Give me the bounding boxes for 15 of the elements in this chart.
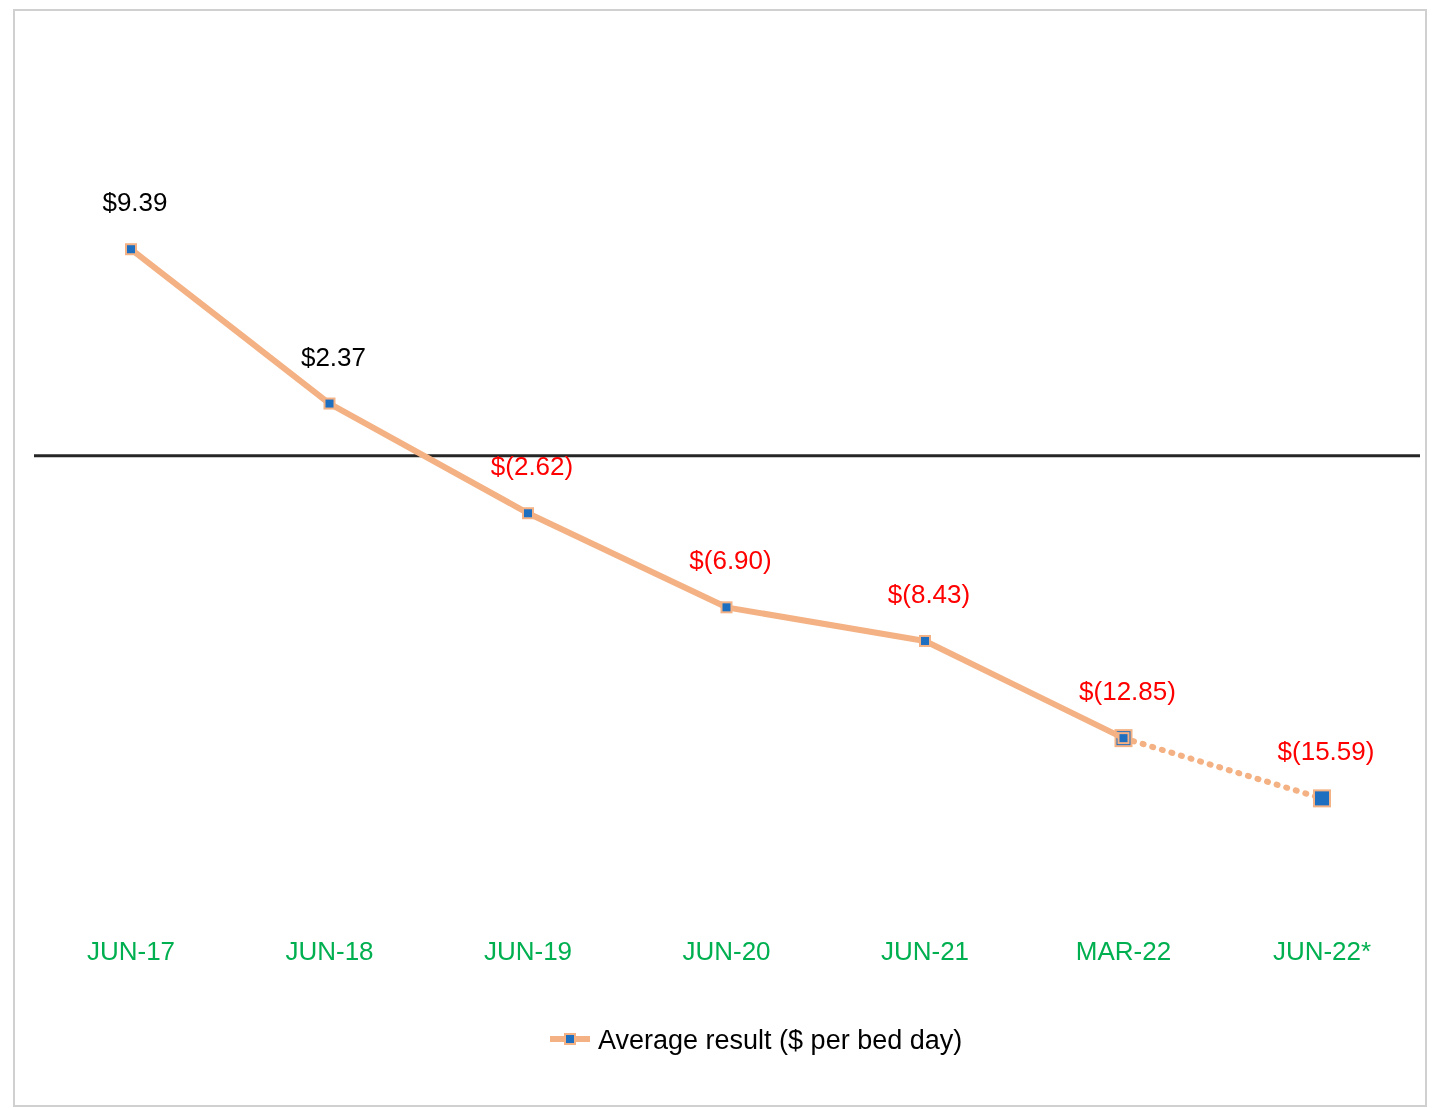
- data-label: $2.37: [300, 341, 367, 372]
- x-tick-label: JUN-19: [483, 936, 573, 966]
- data-label: $(12.85): [1079, 676, 1176, 707]
- x-tick-label: JUN-17: [86, 936, 176, 966]
- x-tick-label: JUN-22*: [1272, 936, 1372, 966]
- x-tick-label: MAR-22: [1075, 936, 1172, 966]
- data-label: $(6.90): [689, 545, 772, 576]
- data-label: $(15.59): [1277, 736, 1375, 767]
- data-label: $(2.62): [490, 451, 574, 482]
- data-label: $(8.43): [887, 578, 971, 609]
- x-tick-label: JUN-21: [880, 936, 970, 966]
- legend-label: Average result ($ per bed day): [598, 1025, 963, 1055]
- x-tick-label: JUN-18: [285, 936, 374, 966]
- x-tick-label: JUN-20: [682, 936, 771, 966]
- data-label: $9.39: [102, 187, 168, 218]
